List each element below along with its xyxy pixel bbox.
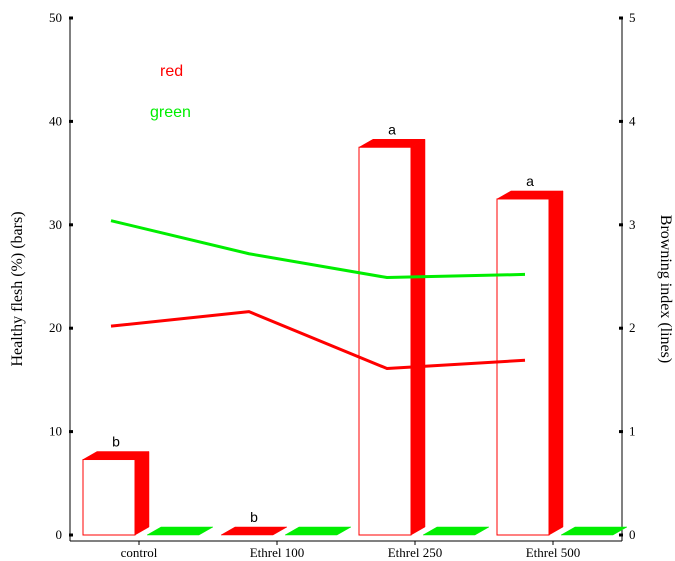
x-tick-label: Ethrel 500 <box>526 545 581 560</box>
y-tick-left <box>69 326 73 330</box>
y-axis-title-left: Healthy flesh (%) (bars) <box>9 211 26 366</box>
y-tick-left <box>69 223 73 227</box>
bar-top <box>496 190 564 200</box>
x-tick-label: control <box>121 545 158 560</box>
y-tick-label-left: 10 <box>49 424 62 439</box>
y-tick-label-left: 50 <box>49 10 62 25</box>
y-tick-label-right: 3 <box>629 217 636 232</box>
y-tick-left <box>69 119 73 123</box>
bar-side <box>548 190 564 536</box>
bar <box>560 526 628 536</box>
y-tick-label-right: 0 <box>629 527 636 542</box>
y-tick-left <box>69 430 73 434</box>
lines <box>110 219 526 371</box>
y-tick-right <box>619 326 623 330</box>
bar-front <box>358 146 412 536</box>
legend-label-red: red <box>160 63 183 80</box>
bar-significance-label: b <box>250 509 258 525</box>
bar <box>422 526 490 536</box>
bar <box>358 138 426 536</box>
y-tick-right <box>619 430 623 434</box>
bar <box>284 526 352 536</box>
axes: 0 10 20 30 40 50 0 1 2 3 4 5 control Ethrel 100 Ethrel… <box>49 10 636 560</box>
series-line-green <box>110 219 526 280</box>
bar-significance-label: a <box>526 173 534 189</box>
bar-significance-label: a <box>388 121 396 137</box>
bar-top <box>146 526 214 536</box>
y-tick-left <box>69 533 73 537</box>
y-tick-left <box>69 16 73 20</box>
y-tick-label-left: 20 <box>49 320 62 335</box>
y-tick-label-left: 40 <box>49 113 62 128</box>
bar-front <box>82 459 136 536</box>
legend-label-green: green <box>150 104 191 121</box>
bar <box>146 526 214 536</box>
y-tick-right <box>619 16 623 20</box>
y-tick-right <box>619 223 623 227</box>
y-tick-label-left: 30 <box>49 217 62 232</box>
y-tick-label-right: 4 <box>629 113 636 128</box>
bar-side <box>134 451 150 536</box>
y-tick-right <box>619 533 623 537</box>
bars <box>82 138 628 536</box>
y-tick-right <box>619 119 623 123</box>
x-tick-label: Ethrel 250 <box>388 545 443 560</box>
bar <box>496 190 564 536</box>
y-tick-label-right: 2 <box>629 320 636 335</box>
bar-top <box>82 451 150 460</box>
bar-side <box>410 138 426 536</box>
bar-front <box>496 198 550 536</box>
labels: b b a a <box>112 121 534 525</box>
x-tick-label: Ethrel 100 <box>250 545 305 560</box>
bar-top <box>560 526 628 536</box>
bar-top <box>220 526 288 536</box>
y-tick-label-left: 0 <box>56 527 63 542</box>
bar <box>220 526 288 536</box>
y-tick-label-right: 1 <box>629 424 636 439</box>
bar-top <box>422 526 490 536</box>
y-axis-title-right: Browning index (lines) <box>657 215 674 363</box>
bar-top <box>284 526 352 536</box>
y-tick-label-right: 5 <box>629 10 636 25</box>
bar-significance-label: b <box>112 434 120 450</box>
bar <box>82 451 150 536</box>
series-line-red <box>110 310 526 371</box>
bar-top <box>358 139 426 148</box>
